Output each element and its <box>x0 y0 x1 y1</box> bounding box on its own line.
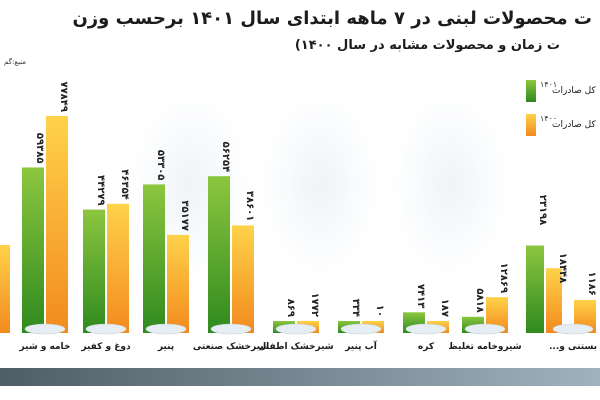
value-label-1400-7: ۴۶۳۵۴ <box>119 169 130 200</box>
value-label-1400-4: ۱۷۷۲ <box>309 293 320 317</box>
value-label-1401-8: ۵۹۳۸۵ <box>34 133 45 164</box>
value-label-1400-0: ۱۱۸۶ <box>586 272 597 296</box>
legend-item-1400: ۱۴۰۰ کل صادرات <box>526 112 598 136</box>
legend-swatch-1401 <box>526 80 536 102</box>
product-plate-icon-2 <box>405 323 447 335</box>
category-label-4: شیرخشک اطفال <box>258 342 333 352</box>
product-plate-icon-0 <box>552 323 594 335</box>
value-label-1401-2: ۷۴۱۳ <box>415 284 426 308</box>
bar-1401-5 <box>208 176 230 333</box>
bar-1400-6 <box>167 234 189 333</box>
legend-year-1400: ۱۴۰۰ <box>540 114 558 123</box>
product-plate-icon-6 <box>145 323 187 335</box>
bar-1400-8 <box>46 116 68 333</box>
category-label-6: پنیر <box>157 342 174 352</box>
bar-1400-7 <box>107 203 129 333</box>
watermark-logo-3 <box>390 90 510 280</box>
bar-partial-extra <box>526 245 544 333</box>
source-note: منبع:گم <box>4 58 27 66</box>
bar-1401-6 <box>143 184 165 333</box>
category-label-2: کره <box>418 342 435 352</box>
legend-item-1401: ۱۴۰۱ کل صادرات <box>526 78 598 102</box>
value-label-1400-2: ۱۸۷ <box>439 299 450 317</box>
bar-1401-7 <box>83 209 105 333</box>
legend: ۱۴۰۱ کل صادرات ۱۴۰۰ کل صادرات <box>526 78 598 148</box>
product-plate-icon-7 <box>85 323 127 335</box>
category-label-7: دوغ و کفیر <box>80 342 131 352</box>
chart-subtitle: ت زمان و محصولات مشابه در سال ۱۴۰۰) <box>294 38 560 53</box>
value-label-1401-3: ۳۳۴ <box>350 299 361 317</box>
value-label-extra-2: ۱۸۴۴۸ <box>557 253 568 284</box>
product-plate-icon-1 <box>464 323 506 335</box>
bottom-strip <box>0 368 600 386</box>
product-plate-icon-8 <box>24 323 66 335</box>
value-label-1400-6: ۳۵۱۷۷ <box>179 200 190 231</box>
value-label-1401-5: ۵۶۲۵۴ <box>220 142 231 173</box>
value-label-extra: ۲۳۱۹۸ <box>537 195 548 226</box>
category-label-3: آب پنیر <box>344 340 378 352</box>
value-label-1401-1: ۵۸۱۸ <box>474 288 485 312</box>
product-plate-icon-3 <box>340 323 382 335</box>
watermark-logo-2 <box>260 90 380 280</box>
value-label-1401-4: ۸۶۹ <box>285 299 296 317</box>
bar-1401-8 <box>22 167 44 333</box>
value-label-1400-1: ۱۲۸۶۹ <box>498 263 509 294</box>
value-label-1400-8: ۷۷۸۴۹ <box>58 81 69 112</box>
legend-swatch-1400 <box>526 114 536 136</box>
bar-edge-left <box>0 245 10 333</box>
category-label-5: شیرخشک صنعتی <box>193 342 269 352</box>
legend-label-1400: کل صادرات <box>552 120 596 130</box>
value-label-1401-6: ۵۳۳۰۵ <box>155 150 166 181</box>
category-label-8: خامه و شیر <box>19 342 71 352</box>
value-label-1400-3: ۱۰ <box>374 305 385 317</box>
bar-partial-extra-2 <box>546 268 562 333</box>
product-plate-icon-5 <box>210 323 252 335</box>
value-label-1401-7: ۴۴۲۷۹ <box>95 175 106 206</box>
product-plate-icon-4 <box>275 323 317 335</box>
category-label-1: شیروخامه تغلیظ <box>448 342 521 352</box>
value-label-1400-5: ۳۸۶۰۱ <box>244 191 255 222</box>
chart-title: ت محصولات لبنی در ۷ ماهه ابتدای سال ۱۴۰۱… <box>72 8 592 29</box>
bar-1400-5 <box>232 225 254 333</box>
legend-year-1401: ۱۴۰۱ <box>540 80 558 89</box>
category-label-0: بستنی و... <box>549 342 597 352</box>
legend-label-1401: کل صادرات <box>552 86 596 96</box>
